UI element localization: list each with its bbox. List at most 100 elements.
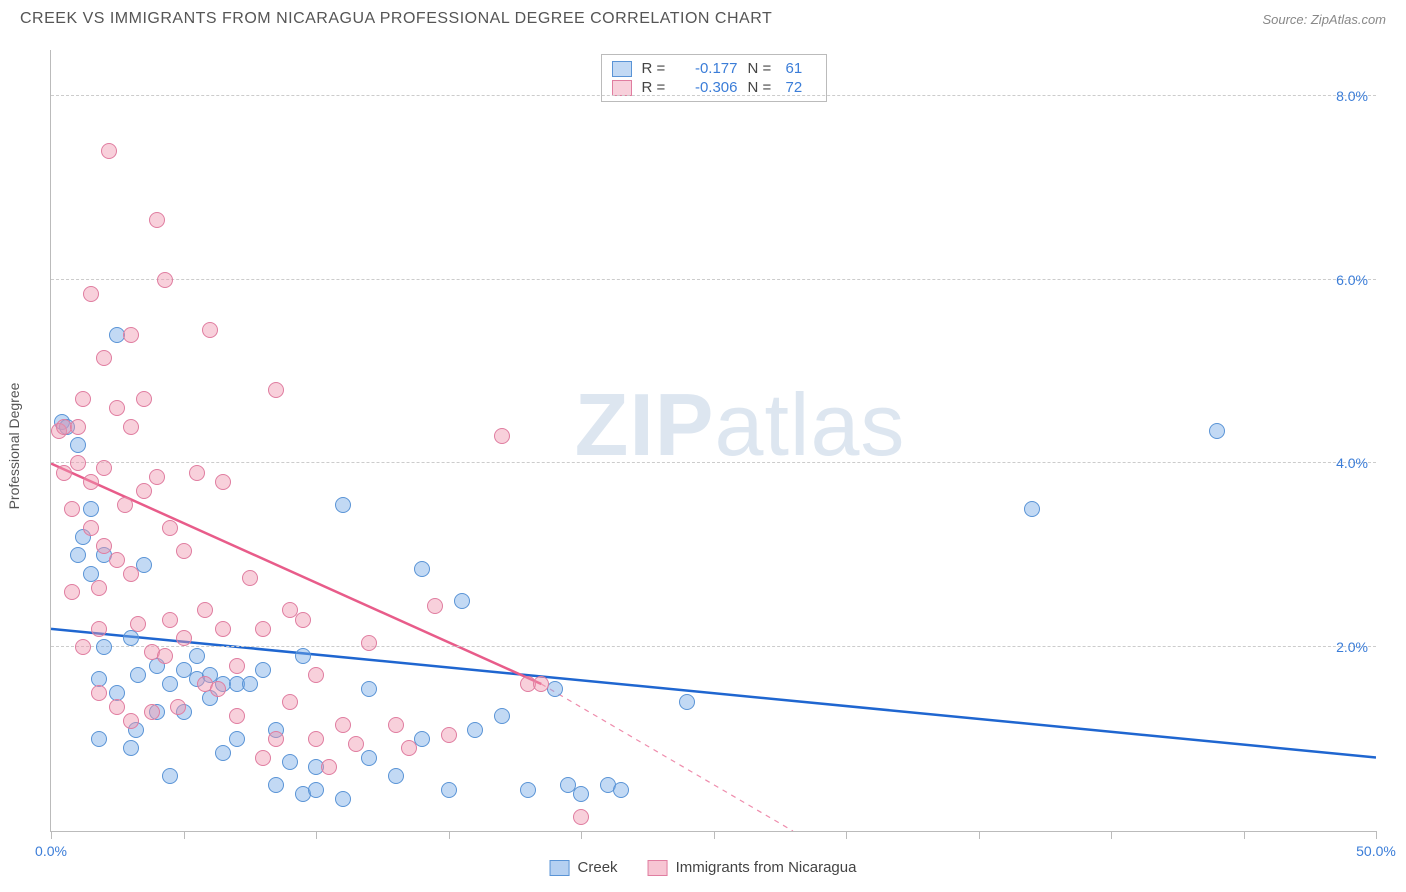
scatter-point <box>494 708 510 724</box>
scatter-point <box>242 676 258 692</box>
scatter-point <box>91 621 107 637</box>
scatter-point <box>414 731 430 747</box>
scatter-point <box>321 759 337 775</box>
scatter-point <box>109 400 125 416</box>
scatter-point <box>96 538 112 554</box>
scatter-point <box>91 685 107 701</box>
scatter-point <box>75 639 91 655</box>
scatter-point <box>123 327 139 343</box>
scatter-point <box>109 699 125 715</box>
scatter-point <box>157 272 173 288</box>
scatter-point <box>388 768 404 784</box>
scatter-point <box>130 616 146 632</box>
header: CREEK VS IMMIGRANTS FROM NICARAGUA PROFE… <box>0 0 1406 36</box>
scatter-point <box>520 782 536 798</box>
x-tick <box>979 831 980 839</box>
chart-plot-area: ZIPatlas R =-0.177N =61R =-0.306N =72 2.… <box>50 50 1376 832</box>
scatter-point <box>130 667 146 683</box>
gridline <box>51 462 1376 463</box>
scatter-point <box>91 580 107 596</box>
r-value: -0.306 <box>680 79 738 96</box>
scatter-point <box>268 382 284 398</box>
scatter-point <box>70 437 86 453</box>
scatter-point <box>242 570 258 586</box>
scatter-point <box>255 750 271 766</box>
legend-swatch <box>648 860 668 876</box>
x-tick <box>714 831 715 839</box>
scatter-point <box>494 428 510 444</box>
legend-item: Immigrants from Nicaragua <box>648 859 857 876</box>
x-tick <box>1376 831 1377 839</box>
scatter-point <box>414 561 430 577</box>
legend-label: Immigrants from Nicaragua <box>676 859 857 876</box>
n-value: 61 <box>786 60 816 77</box>
scatter-point <box>176 543 192 559</box>
scatter-point <box>229 658 245 674</box>
x-tick-label: 0.0% <box>35 843 67 859</box>
scatter-point <box>162 520 178 536</box>
scatter-point <box>335 497 351 513</box>
scatter-point <box>335 717 351 733</box>
scatter-point <box>75 391 91 407</box>
scatter-point <box>123 713 139 729</box>
scatter-point <box>255 621 271 637</box>
n-label: N = <box>748 60 776 77</box>
scatter-point <box>441 727 457 743</box>
y-tick-label: 4.0% <box>1336 455 1368 471</box>
series-swatch <box>612 61 632 77</box>
scatter-point <box>613 782 629 798</box>
x-tick <box>846 831 847 839</box>
scatter-point <box>162 612 178 628</box>
scatter-point <box>308 731 324 747</box>
scatter-point <box>348 736 364 752</box>
scatter-point <box>1209 423 1225 439</box>
scatter-point <box>189 648 205 664</box>
scatter-point <box>64 501 80 517</box>
bottom-legend: Creek Immigrants from Nicaragua <box>550 859 857 876</box>
scatter-point <box>123 630 139 646</box>
watermark: ZIPatlas <box>575 374 906 476</box>
scatter-point <box>268 731 284 747</box>
scatter-point <box>229 708 245 724</box>
scatter-point <box>210 681 226 697</box>
scatter-point <box>295 612 311 628</box>
scatter-point <box>295 648 311 664</box>
n-value: 72 <box>786 79 816 96</box>
scatter-point <box>189 465 205 481</box>
gridline <box>51 646 1376 647</box>
scatter-point <box>101 143 117 159</box>
scatter-point <box>308 782 324 798</box>
scatter-point <box>64 584 80 600</box>
scatter-point <box>70 419 86 435</box>
scatter-point <box>123 566 139 582</box>
scatter-point <box>176 630 192 646</box>
scatter-point <box>96 350 112 366</box>
source-label: Source: ZipAtlas.com <box>1262 12 1386 27</box>
scatter-point <box>268 777 284 793</box>
scatter-point <box>123 419 139 435</box>
series-swatch <box>612 80 632 96</box>
scatter-point <box>149 469 165 485</box>
scatter-point <box>388 717 404 733</box>
x-tick <box>184 831 185 839</box>
scatter-point <box>215 474 231 490</box>
scatter-point <box>123 740 139 756</box>
legend-label: Creek <box>578 859 618 876</box>
x-tick <box>1111 831 1112 839</box>
scatter-point <box>162 676 178 692</box>
scatter-point <box>282 754 298 770</box>
scatter-point <box>83 474 99 490</box>
scatter-point <box>96 460 112 476</box>
legend-item: Creek <box>550 859 618 876</box>
n-label: N = <box>748 79 776 96</box>
y-axis-label: Professional Degree <box>6 383 22 510</box>
scatter-point <box>70 455 86 471</box>
scatter-point <box>83 501 99 517</box>
scatter-point <box>533 676 549 692</box>
scatter-point <box>144 704 160 720</box>
scatter-point <box>157 648 173 664</box>
scatter-point <box>454 593 470 609</box>
scatter-point <box>679 694 695 710</box>
y-tick-label: 6.0% <box>1336 272 1368 288</box>
x-tick <box>1244 831 1245 839</box>
